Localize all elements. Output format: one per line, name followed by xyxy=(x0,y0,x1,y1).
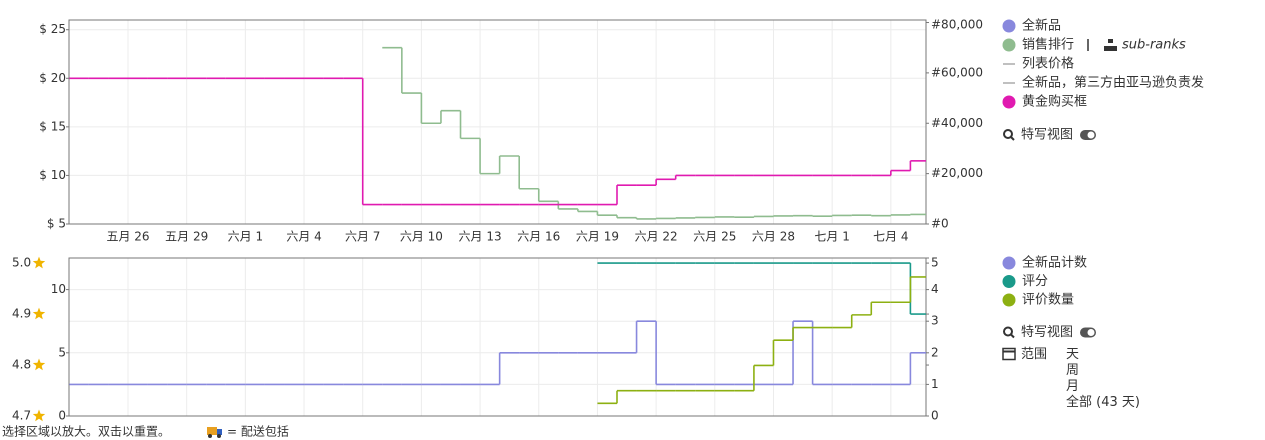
star-icon xyxy=(32,307,46,320)
y-tick-label: 1 xyxy=(931,377,939,391)
legend-label: 全新品 xyxy=(1022,18,1061,34)
y-tick-label: $ 25 xyxy=(39,22,66,36)
star-icon xyxy=(32,256,46,269)
y-tick-label: $ 20 xyxy=(39,71,66,85)
range-label: 范围 xyxy=(1021,347,1047,362)
legend-marker xyxy=(1002,38,1016,52)
y-tick-label: 5 xyxy=(931,256,939,270)
range-option[interactable]: 周 xyxy=(1066,363,1079,378)
close-view-label: 特写视图 xyxy=(1021,325,1073,340)
sitemap-icon xyxy=(1108,39,1113,43)
magnifier-icon xyxy=(1010,136,1015,141)
x-tick-label: 六月 7 xyxy=(345,230,380,244)
x-tick-label: 六月 25 xyxy=(693,230,736,244)
x-tick-label: 六月 22 xyxy=(635,230,678,244)
calendar-icon xyxy=(1002,347,1016,361)
toggle-knob xyxy=(1087,329,1095,336)
y-tick-label: 3 xyxy=(931,314,939,328)
range-option[interactable]: 全部 (43 天) xyxy=(1066,394,1140,410)
star-icon xyxy=(32,358,46,371)
legend-label: 列表价格 xyxy=(1022,56,1074,72)
close-view-label: 特写视图 xyxy=(1021,128,1073,143)
sub-ranks: sub-ranks xyxy=(1122,38,1186,53)
sitemap-icon xyxy=(1104,46,1117,51)
y-tick-label: 10 xyxy=(51,282,66,296)
y-tick-label: 4.8 xyxy=(12,358,31,372)
y-tick-label: #20,000 xyxy=(931,166,983,180)
y-tick-label: $ 10 xyxy=(39,168,66,182)
truck-icon xyxy=(207,427,222,438)
legend-marker xyxy=(1002,256,1016,270)
y-tick-label: 4 xyxy=(931,282,939,296)
x-tick-label: 六月 13 xyxy=(459,230,502,244)
legend-marker xyxy=(1002,19,1016,33)
x-tick-label: 七月 4 xyxy=(873,230,908,244)
x-tick-label: 六月 28 xyxy=(752,230,795,244)
y-tick-label: 5 xyxy=(58,345,66,359)
legend-label: 黄金购买框 xyxy=(1022,94,1087,110)
legend-marker xyxy=(1002,275,1016,288)
magnifier-icon xyxy=(1010,333,1015,339)
y-tick-label: $ 5 xyxy=(47,217,66,231)
plot-frame xyxy=(68,19,927,225)
x-tick-label: 五月 26 xyxy=(106,230,149,244)
y-tick-label: 5.0 xyxy=(12,256,31,270)
x-tick-label: 五月 29 xyxy=(165,230,208,244)
footer-hint: 选择区域以放大。双击以重置。 xyxy=(2,424,170,439)
y-tick-label: $ 15 xyxy=(39,119,66,133)
y-tick-label: #80,000 xyxy=(931,18,983,32)
y-tick-label: 2 xyxy=(931,345,939,359)
legend-marker xyxy=(1002,293,1016,307)
footer-shipping: = 配送包括 xyxy=(227,424,289,439)
toggle-knob xyxy=(1087,131,1095,139)
y-tick-label: 4.7 xyxy=(12,409,31,423)
magnifier-icon xyxy=(1003,326,1013,337)
y-tick-label: #40,000 xyxy=(931,116,983,130)
y-tick-label: 0 xyxy=(931,409,939,423)
range-option[interactable]: 月 xyxy=(1066,379,1079,394)
legend-label: 销售排行 xyxy=(1022,37,1074,53)
x-tick-label: 六月 1 xyxy=(228,230,263,244)
y-tick-label: 0 xyxy=(58,409,66,423)
x-tick-label: 六月 19 xyxy=(576,230,619,244)
range-option[interactable]: 天 xyxy=(1066,347,1079,362)
legend-label: 全新品，第三方由亚马逊负责发 xyxy=(1022,75,1204,91)
y-tick-label: 4.9 xyxy=(12,307,31,321)
magnifier-icon xyxy=(1003,129,1013,139)
legend-marker xyxy=(1002,95,1016,109)
y-tick-label: #60,000 xyxy=(931,65,983,79)
legend-label: 全新品计数 xyxy=(1022,255,1087,271)
y-tick-label: #0 xyxy=(931,217,949,231)
x-tick-label: 六月 16 xyxy=(517,230,560,244)
x-tick-label: 六月 4 xyxy=(286,230,321,244)
plot-frame xyxy=(68,257,927,417)
x-tick-label: 七月 1 xyxy=(814,230,849,244)
star-icon xyxy=(32,409,46,422)
legend-label: 评分 xyxy=(1022,274,1048,289)
legend-label: 评价数量 xyxy=(1022,293,1074,308)
x-tick-label: 六月 10 xyxy=(400,230,443,244)
